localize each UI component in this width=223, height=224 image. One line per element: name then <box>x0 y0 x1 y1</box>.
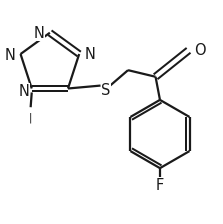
Text: N: N <box>85 47 96 62</box>
Text: F: F <box>156 178 164 193</box>
Text: N: N <box>33 26 44 41</box>
Text: N: N <box>19 84 29 99</box>
Text: S: S <box>101 83 111 98</box>
Text: O: O <box>194 43 206 58</box>
Text: |: | <box>29 112 32 123</box>
Text: N: N <box>4 48 15 63</box>
